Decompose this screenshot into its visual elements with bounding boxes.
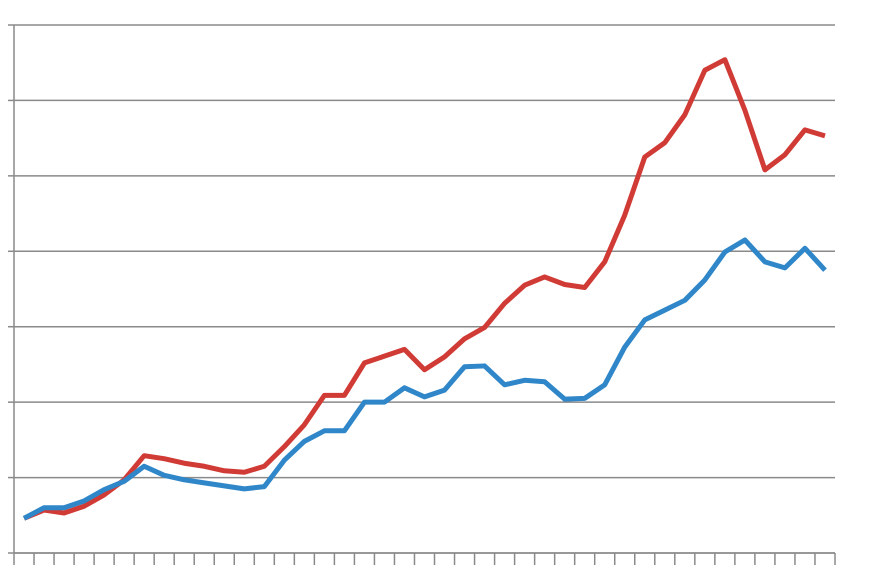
line-series <box>22 237 827 521</box>
line-series <box>23 57 826 521</box>
